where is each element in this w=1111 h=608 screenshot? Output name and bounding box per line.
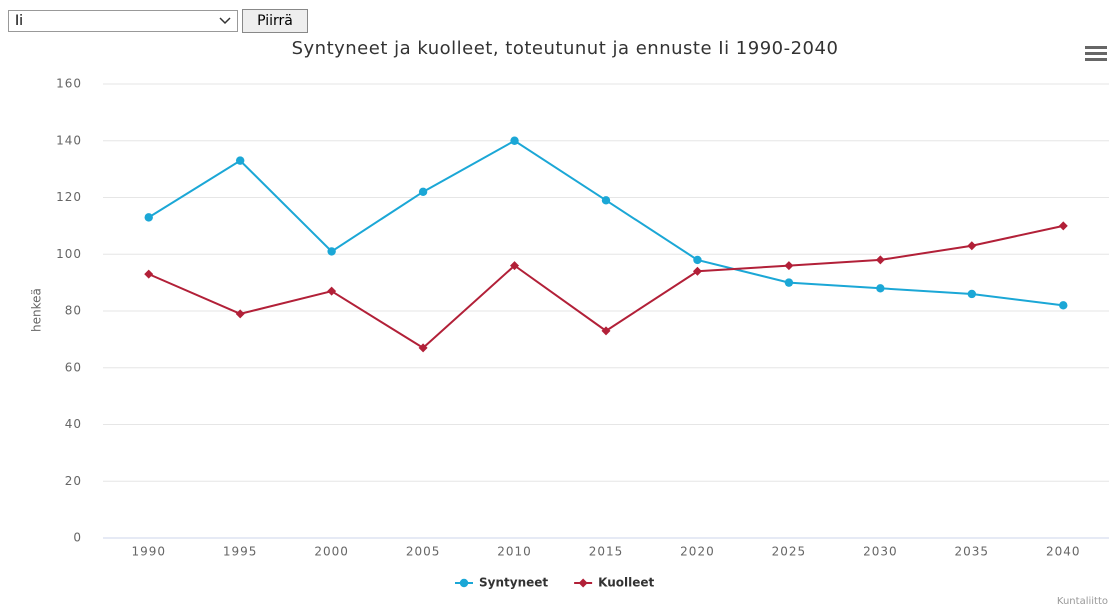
y-tick-label: 140 bbox=[56, 133, 82, 147]
point bbox=[1059, 301, 1068, 310]
chart-title: Syntyneet ja kuolleet, toteutunut ja enn… bbox=[292, 38, 839, 59]
series bbox=[144, 136, 1068, 310]
municipality-select[interactable]: Ii bbox=[8, 10, 238, 32]
point bbox=[327, 247, 336, 256]
point bbox=[144, 269, 154, 279]
x-tick-label: 2010 bbox=[497, 545, 532, 559]
point bbox=[692, 266, 702, 276]
point bbox=[967, 289, 977, 299]
select-value: Ii bbox=[15, 13, 24, 29]
point bbox=[235, 309, 245, 319]
x-tick-label: 1995 bbox=[223, 545, 258, 559]
dropdown-arrow bbox=[219, 17, 231, 25]
point bbox=[510, 261, 520, 271]
menu-icon[interactable] bbox=[1085, 46, 1107, 61]
point bbox=[784, 261, 794, 271]
x-tick-label: 2005 bbox=[406, 545, 441, 559]
point bbox=[784, 278, 794, 287]
point bbox=[601, 196, 611, 205]
y-tick-label: 100 bbox=[56, 247, 82, 261]
point bbox=[967, 241, 977, 251]
x-tick-label: 2015 bbox=[589, 545, 624, 559]
y-tick-label: 80 bbox=[65, 304, 82, 318]
draw-button[interactable]: Piirrä bbox=[242, 9, 308, 33]
point bbox=[144, 213, 153, 222]
point bbox=[459, 578, 469, 588]
point bbox=[693, 255, 702, 265]
point bbox=[235, 156, 245, 165]
x-tick-label: 2040 bbox=[1046, 545, 1081, 559]
series bbox=[144, 221, 1068, 353]
x-tick-label: 2020 bbox=[680, 545, 715, 559]
point bbox=[578, 578, 588, 588]
line bbox=[148, 139, 1064, 307]
point bbox=[418, 187, 428, 197]
x-tick-label: 1990 bbox=[131, 545, 166, 559]
y-tick-label: 60 bbox=[65, 360, 82, 374]
legend-label: Syntyneet bbox=[479, 576, 548, 590]
x-tick-label: 2000 bbox=[314, 545, 349, 559]
y-axis-label: henkeä bbox=[30, 288, 44, 332]
point bbox=[1058, 221, 1068, 231]
credits: Kuntaliitto bbox=[1057, 596, 1108, 607]
y-tick-label: 120 bbox=[56, 190, 82, 204]
x-tick-label: 2030 bbox=[863, 545, 898, 559]
y-tick-label: 20 bbox=[65, 474, 82, 488]
y-tick-label: 160 bbox=[56, 77, 82, 91]
legend-label: Kuolleet bbox=[598, 576, 654, 590]
point bbox=[418, 343, 428, 353]
y-tick-label: 40 bbox=[65, 417, 82, 431]
legend-item: Syntyneet bbox=[455, 576, 548, 590]
point bbox=[327, 286, 337, 296]
point bbox=[601, 326, 611, 336]
x-tick-label: 2035 bbox=[955, 545, 990, 559]
x-tick-label: 2025 bbox=[772, 545, 807, 559]
legend-item: Kuolleet bbox=[574, 576, 655, 590]
y-tick-label: 0 bbox=[73, 531, 82, 545]
point bbox=[875, 255, 885, 265]
point bbox=[876, 284, 885, 293]
point bbox=[510, 136, 519, 145]
